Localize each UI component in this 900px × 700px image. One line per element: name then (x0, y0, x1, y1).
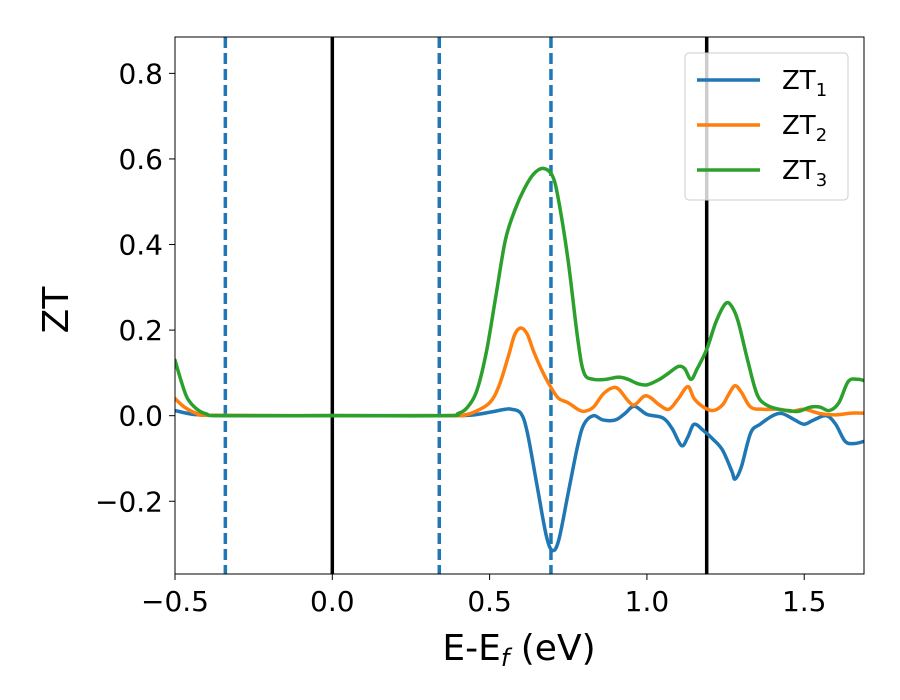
legend-label-zt2: ZT2 (782, 111, 827, 146)
legend-box (684, 52, 849, 201)
x-axis-ticks: −0.5 0.0 0.5 1.0 1.5 (141, 574, 826, 618)
series-line-zt2 (175, 326, 864, 418)
x-tick-label: 0.0 (310, 585, 355, 618)
legend-label-zt1: ZT1 (782, 66, 827, 101)
plot-frame (174, 36, 865, 575)
y-tick-label: 0.6 (118, 143, 163, 176)
x-tick-label: 1.0 (625, 585, 670, 618)
series-lines (175, 166, 864, 553)
x-axis-title: E-Ef (eV) (442, 628, 595, 672)
y-tick-label: 0.0 (118, 400, 163, 433)
y-axis-ticks: −0.2 0.0 0.2 0.4 0.6 0.8 (95, 57, 175, 518)
series-line-zt3 (175, 166, 864, 418)
y-tick-label: 0.8 (118, 57, 163, 90)
x-axis-title-unit: (eV) (509, 628, 595, 669)
y-tick-label: −0.2 (95, 485, 163, 518)
y-tick-label: 0.2 (118, 314, 163, 347)
y-tick-label: 0.4 (118, 229, 163, 262)
legend-label-zt3: ZT3 (782, 156, 827, 191)
x-axis-title-main: E-E (442, 628, 500, 669)
legend: ZT1 ZT2 ZT3 (684, 52, 849, 201)
series-line-zt1 (175, 404, 864, 553)
y-axis-title: ZT (36, 286, 77, 334)
reference-lines (223, 37, 709, 574)
x-tick-label: 0.5 (467, 585, 512, 618)
x-tick-label: 1.5 (782, 585, 827, 618)
x-tick-label: −0.5 (141, 585, 209, 618)
